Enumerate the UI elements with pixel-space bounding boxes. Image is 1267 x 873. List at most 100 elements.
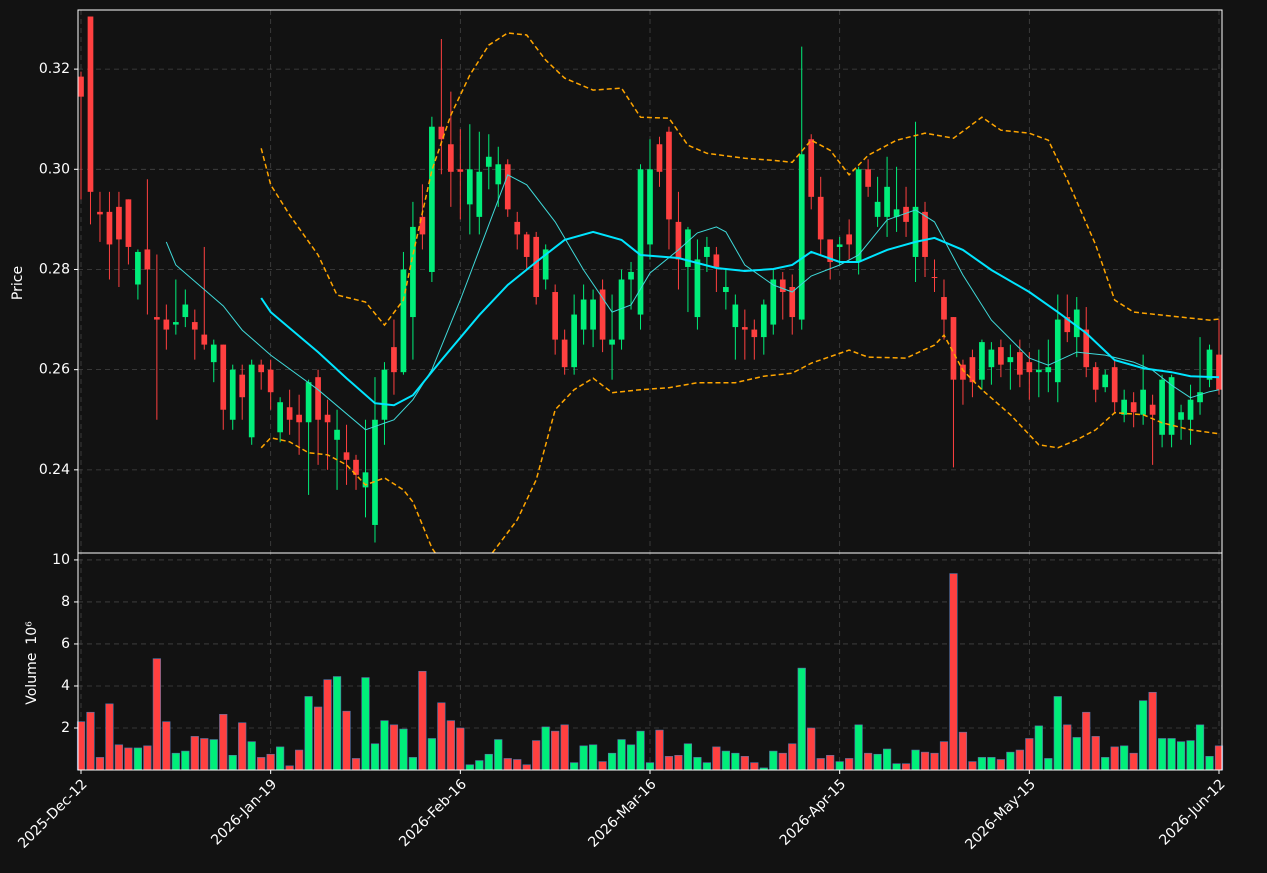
candle-body [770,279,777,325]
candle-body [1102,374,1109,388]
candle-body [533,236,540,298]
candle-body [779,279,786,293]
overlay-line [260,32,1220,327]
candle-body [666,131,672,220]
y-tick-label: 10 [52,552,70,568]
volume-bar [190,736,199,771]
candle-body [1073,309,1080,338]
volume-bar [408,757,418,771]
candle-body [78,76,84,97]
volume-bar [1044,758,1053,771]
volume-bar [370,743,380,771]
candle-body [1121,399,1128,415]
volume-bar [882,748,892,771]
candle-body [884,186,890,217]
volume-bar [589,744,598,771]
y-tick-label: 6 [61,636,70,652]
candle-body [571,314,577,368]
volume-bar [1129,752,1138,771]
y-tick-label: 8 [61,594,70,610]
candle-body [969,357,976,383]
volume-bar [702,762,711,771]
volume-bar [551,730,560,771]
candle-body [893,209,900,217]
volume-bar [465,764,474,771]
candle-body [429,126,435,272]
candle-body [931,276,938,278]
volume-bar [949,573,958,771]
volume-bar [494,739,503,771]
candle-body [798,154,805,320]
candle-body [172,322,179,325]
candle-body [647,169,653,245]
candle-body [1111,367,1118,403]
candle-body [865,169,871,187]
volume-bar [769,750,778,771]
candle-body [1130,402,1137,413]
candle-body [760,304,767,338]
candle-body [457,169,464,172]
volume-bar [351,758,361,771]
volume-bar [361,677,370,771]
candle-body [1140,389,1146,415]
y-tick-label: 0.30 [39,161,70,177]
volume-bar [133,747,142,771]
volume-bar [892,763,901,771]
volume-bar [389,724,399,771]
candle-body [998,347,1004,365]
y-axis-label: Price [10,266,26,300]
candle-body [846,234,852,245]
y-tick-label: 4 [61,678,70,694]
volume-bar [873,753,882,771]
volume-label: Volume [24,653,40,705]
volume-bar [1139,700,1148,771]
volume-bar [1167,738,1176,771]
volume-bar [1063,724,1072,771]
candle-body [1026,362,1033,373]
candle-body [1017,352,1023,375]
volume-bar [1101,757,1110,771]
volume-bar [977,757,987,771]
candle-body [637,169,644,315]
candle-body [495,164,502,185]
volume-bar [958,731,968,771]
volume-bar [920,751,930,771]
candle-body [827,239,834,262]
candle-body [789,287,796,318]
candle-body [675,221,682,260]
candle-body [960,364,966,380]
candle-body [1197,392,1203,403]
volume-bar [1205,756,1214,771]
volume-bar [826,754,835,771]
volume-bar [683,743,693,771]
candle-body [514,221,521,235]
candle-body [315,377,321,420]
volume-bar [901,763,911,771]
volume-bar [674,754,683,771]
candle-body [154,317,160,320]
volume-bar [86,711,95,771]
volume-bar [105,703,114,771]
candle-body [599,289,606,340]
volume-bar [209,739,218,771]
y-tick-label: 0.26 [39,362,70,378]
candle-body [97,211,103,215]
candle-body [685,229,691,267]
candle-body [201,334,208,345]
candle-body [694,259,701,318]
candle-body [144,249,151,270]
candle-body [979,342,985,380]
candle-body [248,364,255,438]
candle-body [836,244,843,247]
volume-bar [731,752,740,771]
volume-bar [228,754,237,771]
candle-body [343,452,350,460]
candle-body [903,206,909,222]
candle-body [1045,367,1052,373]
volume-bar [987,757,996,771]
volume-bar [475,760,484,771]
candle-body [485,156,492,167]
candle-body [353,459,359,475]
candle-body [267,369,274,393]
